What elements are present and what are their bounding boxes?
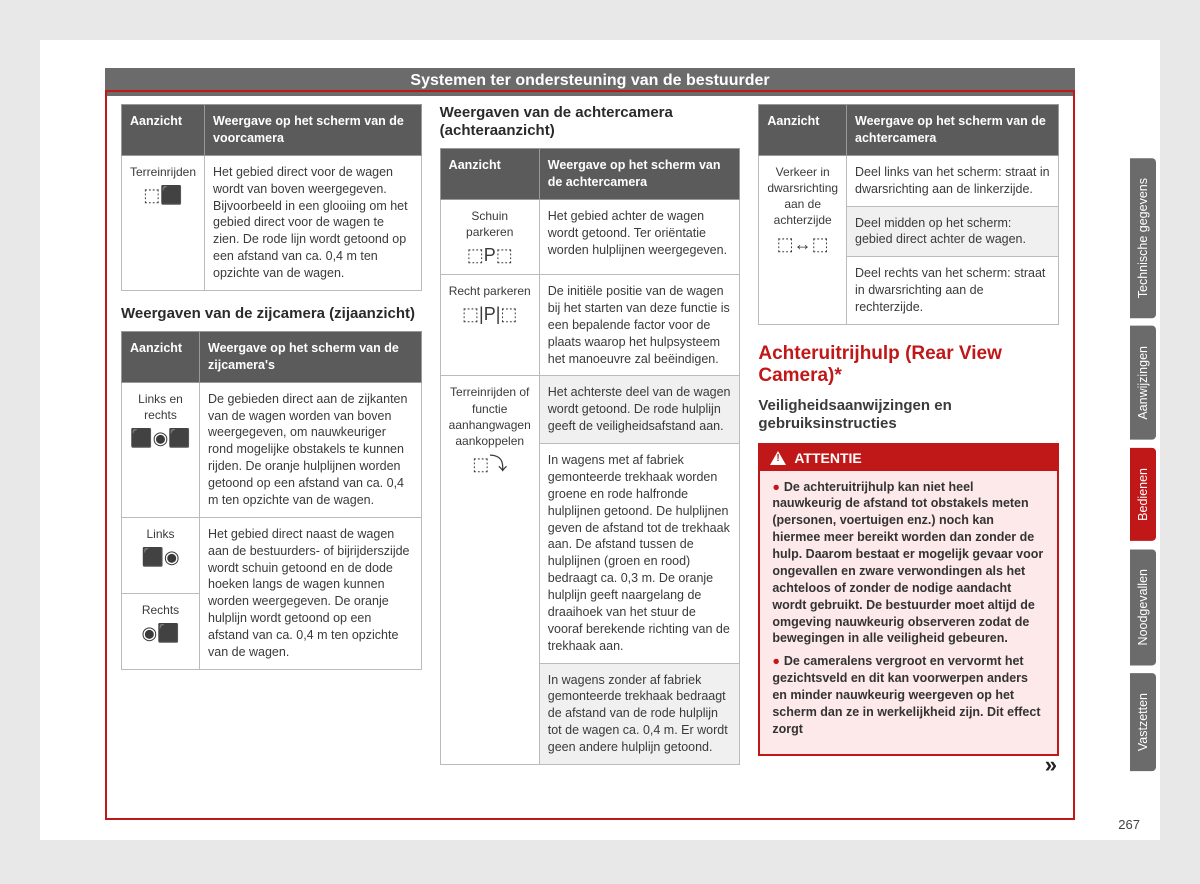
- view-label: Schuin parkeren: [449, 208, 531, 240]
- th-view: Aanzicht: [440, 149, 539, 200]
- rear-camera-table: Aanzicht Weergave op het scherm van de a…: [440, 148, 741, 765]
- table-row-desc: Het gebied direct voor de wagen wordt va…: [205, 155, 422, 290]
- view-label: Links en rechts: [130, 391, 191, 423]
- side-tabs: Technische gegevens Aanwijzingen Bediene…: [1130, 158, 1156, 771]
- table-row-desc: Deel links van het scherm: straat in dwa…: [847, 155, 1059, 206]
- attention-box: ATTENTIE ●De achteruitrijhulp kan niet h…: [758, 443, 1059, 756]
- cross-traffic-icon: ⬚↔⬚: [777, 234, 829, 254]
- table-row-desc: De gebieden direct aan de zijkanten van …: [200, 382, 422, 517]
- attention-text: De cameralens vergroot en vervormt het g…: [772, 654, 1040, 736]
- terrain-icon: ⬚⬛: [143, 185, 182, 205]
- view-label: Terreinrijden: [130, 164, 196, 180]
- th-view: Aanzicht: [122, 105, 205, 156]
- table-row-view: Verkeer in dwarsrichting aan de achterzi…: [759, 155, 847, 324]
- table-row-desc: Deel midden op het scherm: gebied direct…: [847, 206, 1059, 257]
- right-side-icon: ◉⬛: [141, 623, 179, 643]
- view-label: Terreinrijden of functie aanhangwagen aa…: [449, 384, 531, 449]
- rear-camera-heading: Weergaven van de achtercamera (achteraan…: [440, 104, 741, 140]
- table-row-desc: In wagens met af fabriek gemonteerde tre…: [539, 444, 740, 664]
- view-label: Links: [130, 526, 191, 542]
- tab-instructions[interactable]: Aanwijzingen: [1130, 326, 1156, 440]
- table-row-desc: In wagens zonder af fabriek gemonteerde …: [539, 663, 740, 764]
- continuation-arrow-icon: »: [1045, 752, 1057, 778]
- attention-text: De achteruitrijhulp kan niet heel nauwke…: [772, 480, 1043, 646]
- th-desc: Weergave op het scherm van de achtercame…: [847, 105, 1059, 156]
- column-1: Aanzicht Weergave op het scherm van de v…: [121, 104, 422, 806]
- rear-camera-table-2: Aanzicht Weergave op het scherm van de a…: [758, 104, 1059, 325]
- tab-tech-data[interactable]: Technische gegevens: [1130, 158, 1156, 318]
- attention-item: ●De achteruitrijhulp kan niet heel nauwk…: [772, 479, 1045, 648]
- table-row-view: Terreinrijden ⬚⬛: [122, 155, 205, 290]
- straight-park-icon: ⬚|P|⬚: [462, 304, 517, 324]
- left-side-icon: ⬛◉: [141, 547, 179, 567]
- tab-emergencies[interactable]: Noodgevallen: [1130, 549, 1156, 665]
- section-title-red: Achteruitrijhulp (Rear View Camera)*: [758, 343, 1059, 387]
- table-row-desc: Het achterste deel van de wagen wordt ge…: [539, 376, 740, 444]
- table-row-view: Recht parkeren ⬚|P|⬚: [440, 275, 539, 376]
- view-label: Recht parkeren: [449, 283, 531, 299]
- attention-item: ●De cameralens vergroot en vervormt het …: [772, 653, 1045, 737]
- th-view: Aanzicht: [759, 105, 847, 156]
- bullet-icon: ●: [772, 654, 780, 668]
- view-label: Rechts: [130, 602, 191, 618]
- bullet-icon: ●: [772, 480, 780, 494]
- side-camera-heading: Weergaven van de zijcamera (zijaanzicht): [121, 305, 422, 323]
- table-row-desc: Deel rechts van het scherm: straat in dw…: [847, 257, 1059, 325]
- th-desc: Weergave op het scherm van de zijcamera'…: [200, 331, 422, 382]
- manual-page: Systemen ter ondersteuning van de bestuu…: [40, 40, 1160, 840]
- th-desc: Weergave op het scherm van de achtercame…: [539, 149, 740, 200]
- table-row-view: Terreinrijden of functie aanhangwagen aa…: [440, 376, 539, 765]
- table-row-desc: Het gebied direct naast de wagen aan de …: [200, 517, 422, 669]
- table-row-desc: De initiële positie van de wagen bij het…: [539, 275, 740, 376]
- angle-park-icon: ⬚P⬚: [467, 245, 513, 265]
- th-desc: Weergave op het scherm van de voorcamera: [205, 105, 422, 156]
- tab-securing[interactable]: Vastzetten: [1130, 673, 1156, 771]
- attention-body: ●De achteruitrijhulp kan niet heel nauwk…: [760, 471, 1057, 754]
- view-label: Verkeer in dwarsrichting aan de achterzi…: [767, 164, 838, 229]
- th-view: Aanzicht: [122, 331, 200, 382]
- table-row-view: Links en rechts ⬛◉⬛: [122, 382, 200, 517]
- page-number: 267: [1118, 817, 1140, 832]
- tab-operating[interactable]: Bedienen: [1130, 448, 1156, 541]
- column-2: Weergaven van de achtercamera (achteraan…: [440, 104, 741, 806]
- trailer-icon: ⬚⤵: [472, 454, 507, 474]
- side-camera-table: Aanzicht Weergave op het scherm van de z…: [121, 331, 422, 670]
- table-row-desc: Het gebied achter de wagen wordt getoond…: [539, 199, 740, 274]
- attention-title: ATTENTIE: [794, 450, 861, 466]
- section-subtitle: Veiligheidsaanwijzingen en gebruiksinstr…: [758, 397, 1059, 433]
- attention-header: ATTENTIE: [760, 445, 1057, 471]
- columns: Aanzicht Weergave op het scherm van de v…: [107, 92, 1073, 818]
- warning-triangle-icon: [770, 451, 786, 465]
- both-sides-icon: ⬛◉⬛: [130, 428, 191, 448]
- content-frame: Aanzicht Weergave op het scherm van de v…: [105, 90, 1075, 820]
- table-row-view: Links ⬛◉: [122, 517, 200, 593]
- front-camera-table: Aanzicht Weergave op het scherm van de v…: [121, 104, 422, 291]
- table-row-view: Schuin parkeren ⬚P⬚: [440, 199, 539, 274]
- table-row-view: Rechts ◉⬛: [122, 593, 200, 669]
- column-3: Aanzicht Weergave op het scherm van de a…: [758, 104, 1059, 806]
